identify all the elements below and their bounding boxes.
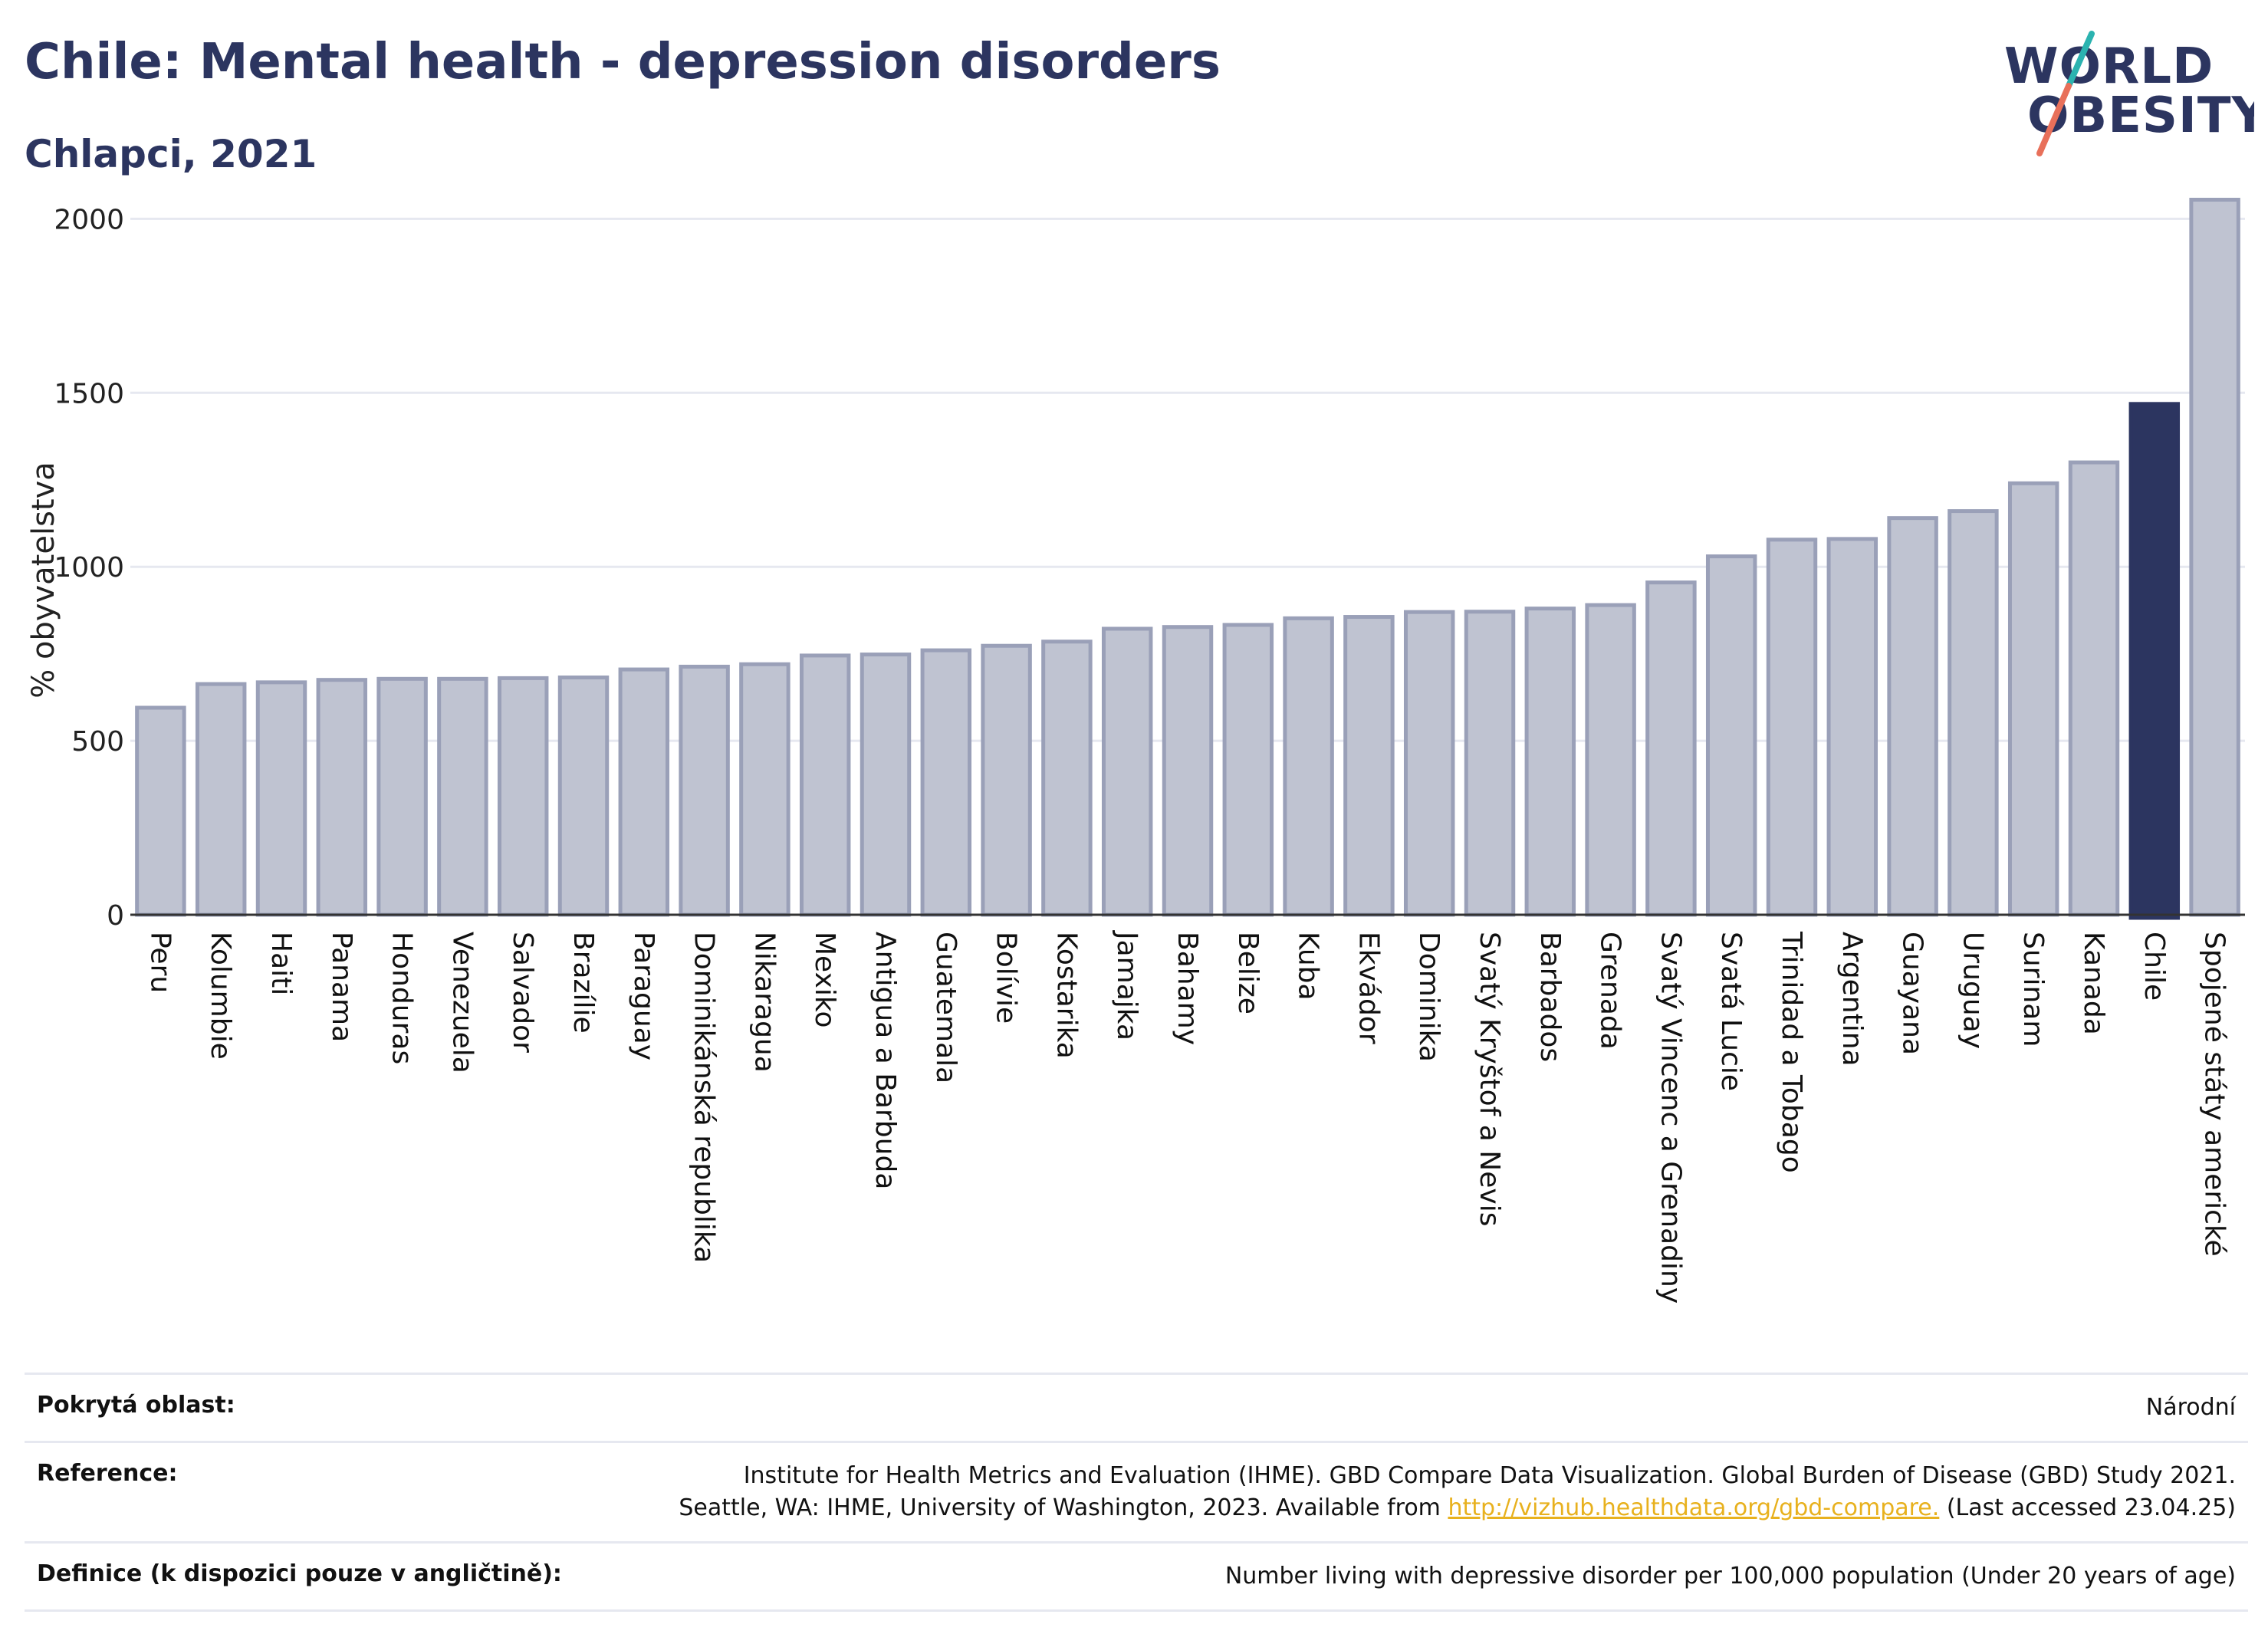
bar bbox=[195, 682, 247, 917]
reference-line-1: Institute for Health Metrics and Evaluat… bbox=[743, 1462, 2236, 1489]
x-tick-label: Salvador bbox=[507, 932, 538, 1053]
reference-line-2-pre: Seattle, WA: IHME, University of Washing… bbox=[679, 1494, 1448, 1521]
reference-value: Institute for Health Metrics and Evaluat… bbox=[679, 1460, 2236, 1524]
coverage-row: Pokrytá oblast: Národní bbox=[25, 1373, 2248, 1441]
x-tick-label: Haiti bbox=[265, 932, 297, 995]
logo-slash-bottom bbox=[2036, 83, 2072, 156]
bar bbox=[739, 662, 791, 917]
bar bbox=[2189, 197, 2240, 917]
x-tick-label: Nikaragua bbox=[748, 932, 780, 1073]
reference-row: Reference: Institute for Health Metrics … bbox=[25, 1441, 2248, 1541]
bar bbox=[679, 664, 730, 917]
x-tick-label: Trinidad a Tobago bbox=[1776, 931, 1807, 1173]
x-tick-label: Spojené státy americké bbox=[2199, 932, 2230, 1257]
x-tick-label: Grenada bbox=[1595, 932, 1626, 1050]
x-tick-label: Honduras bbox=[386, 932, 418, 1064]
bar bbox=[497, 676, 549, 917]
bar bbox=[1041, 639, 1093, 917]
chart-subtitle: Chlapci, 2021 bbox=[25, 132, 317, 176]
bar bbox=[2068, 460, 2120, 917]
y-tick-label: 500 bbox=[71, 726, 124, 758]
x-tick-label: Ekvádor bbox=[1353, 932, 1384, 1044]
reference-link[interactable]: http://vizhub.healthdata.org/gbd-compare… bbox=[1448, 1494, 1940, 1521]
x-tick-label: Barbados bbox=[1534, 932, 1566, 1062]
world-obesity-logo: WORLD OBESITY bbox=[2004, 31, 2254, 156]
bar bbox=[1343, 615, 1395, 917]
coverage-value: Národní bbox=[2145, 1394, 2236, 1421]
x-tick-label: Kolumbie bbox=[205, 932, 236, 1060]
bar bbox=[1162, 625, 1214, 917]
bar bbox=[437, 676, 488, 917]
bar bbox=[1948, 509, 1999, 917]
bar bbox=[1464, 610, 1516, 917]
reference-line-2-post: (Last accessed 23.04.25) bbox=[1939, 1494, 2236, 1521]
y-tick-label: 1000 bbox=[54, 552, 124, 584]
bar bbox=[2007, 481, 2059, 917]
bar bbox=[1101, 626, 1153, 917]
y-tick-label: 0 bbox=[107, 900, 124, 932]
reference-label: Reference: bbox=[37, 1460, 178, 1487]
bar bbox=[1705, 554, 1757, 917]
x-tick-label: Svatá Lucie bbox=[1715, 932, 1747, 1091]
chart-title: Chile: Mental health - depression disord… bbox=[25, 34, 1221, 90]
bar bbox=[1222, 623, 1274, 917]
x-tick-label: Paraguay bbox=[628, 932, 659, 1060]
x-tick-label: Venezuela bbox=[446, 932, 478, 1073]
x-tick-label: Guayana bbox=[1897, 932, 1928, 1055]
definition-row: Definice (k dispozici pouze v angličtině… bbox=[25, 1541, 2248, 1612]
y-tick-label: 1500 bbox=[54, 378, 124, 409]
bar bbox=[618, 667, 670, 917]
y-axis-label: % obyvatelstva bbox=[26, 462, 61, 699]
bar bbox=[135, 705, 186, 917]
bar bbox=[1887, 516, 1938, 917]
bar bbox=[2128, 402, 2181, 920]
bar bbox=[981, 643, 1032, 917]
bar bbox=[1645, 580, 1697, 917]
x-tick-label: Surinam bbox=[2017, 932, 2049, 1047]
definition-label: Definice (k dispozici pouze v angličtině… bbox=[37, 1560, 562, 1587]
bar bbox=[860, 653, 912, 917]
definition-value: Number living with depressive disorder p… bbox=[1224, 1563, 2236, 1590]
bar bbox=[799, 653, 851, 917]
x-tick-label: Chile bbox=[2138, 932, 2170, 1001]
bar bbox=[1403, 610, 1455, 917]
bar bbox=[1766, 538, 1818, 917]
x-tick-label: Kanada bbox=[2078, 932, 2109, 1035]
x-tick-label: Bolívie bbox=[991, 932, 1022, 1024]
x-tick-label: Svatý Kryštof a Nevis bbox=[1474, 932, 1505, 1226]
x-tick-label: Kostarika bbox=[1050, 932, 1082, 1059]
x-tick-label: Argentina bbox=[1836, 932, 1868, 1067]
bar bbox=[1524, 607, 1576, 917]
x-tick-label: Kuba bbox=[1293, 932, 1324, 1001]
bar bbox=[1283, 616, 1334, 917]
x-tick-label: Antigua a Barbuda bbox=[869, 932, 901, 1189]
logo-word-world: WORLD bbox=[2004, 38, 2214, 95]
bar bbox=[1826, 537, 1878, 917]
x-tick-label: Uruguay bbox=[1957, 932, 1988, 1049]
coverage-label: Pokrytá oblast: bbox=[37, 1392, 235, 1419]
bar bbox=[1585, 603, 1636, 917]
bar bbox=[316, 678, 368, 917]
bar bbox=[255, 680, 307, 917]
x-tick-label: Svatý Vincenc a Grenadiny bbox=[1655, 932, 1686, 1304]
x-tick-label: Bahamy bbox=[1172, 932, 1203, 1045]
bar bbox=[920, 648, 972, 917]
metadata-table: Pokrytá oblast: Národní Reference: Insti… bbox=[25, 1373, 2248, 1612]
y-tick-label: 2000 bbox=[54, 204, 124, 235]
x-tick-label: Belize bbox=[1232, 932, 1264, 1014]
x-tick-label: Brazílie bbox=[567, 932, 599, 1034]
x-tick-label: Mexiko bbox=[809, 932, 840, 1027]
x-tick-label: Dominikánská republika bbox=[689, 932, 720, 1263]
x-tick-label: Jamajka bbox=[1111, 930, 1142, 1041]
bar-chart: 0 500 1000 1500 2000 % obyvatelstva Peru Kolumb… bbox=[26, 197, 2245, 1304]
x-tick-label: Panama bbox=[326, 932, 357, 1042]
bar bbox=[557, 676, 610, 917]
logo-slash-top bbox=[2066, 31, 2095, 89]
bar bbox=[376, 676, 428, 917]
x-tick-label: Peru bbox=[144, 932, 176, 993]
x-tick-label: Dominika bbox=[1413, 932, 1445, 1062]
x-tick-label: Guatemala bbox=[930, 932, 961, 1083]
